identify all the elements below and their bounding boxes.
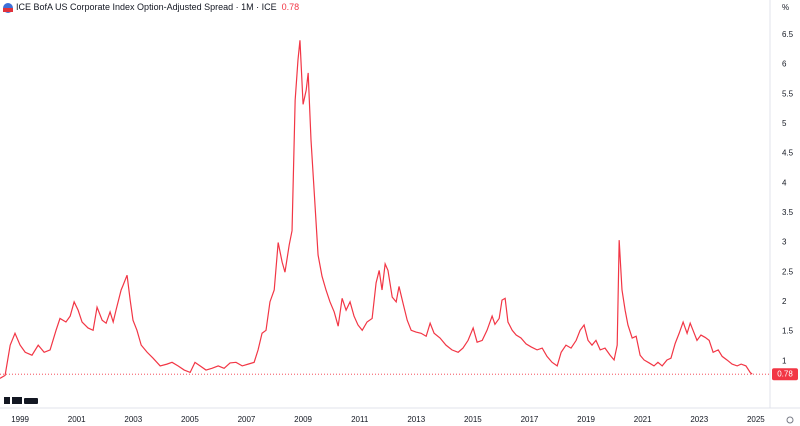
- header-value: 0.78: [282, 2, 300, 12]
- x-tick-label: 2017: [521, 415, 539, 424]
- flag-icon-stripe: [3, 8, 13, 12]
- y-tick-label: 2: [782, 297, 787, 306]
- last-value-label: 0.78: [777, 369, 793, 378]
- x-tick-label: 2007: [238, 415, 256, 424]
- last-value-box: [772, 368, 798, 381]
- y-tick-label: 6: [782, 60, 787, 69]
- y-tick-label: 6.5: [782, 30, 794, 39]
- y-tick-label: 5.5: [782, 89, 794, 98]
- y-tick-label: 4.5: [782, 149, 794, 158]
- y-tick-label: 5: [782, 119, 787, 128]
- series-line: [0, 40, 753, 379]
- y-tick-label: 3: [782, 238, 787, 247]
- y-tick-label: 1: [782, 356, 787, 365]
- settings-icon[interactable]: [786, 416, 794, 424]
- y-tick-label: 4: [782, 178, 787, 187]
- x-tick-label: 1999: [11, 415, 29, 424]
- tv-logo: [4, 397, 38, 404]
- x-tick-label: 2009: [294, 415, 312, 424]
- y-unit: %: [782, 3, 789, 12]
- y-tick-label: 3.5: [782, 208, 794, 217]
- x-tick-label: 2011: [351, 415, 369, 424]
- x-tick-label: 2015: [464, 415, 482, 424]
- x-tick-label: 2003: [124, 415, 142, 424]
- x-tick-label: 2023: [690, 415, 708, 424]
- x-tick-label: 2019: [577, 415, 595, 424]
- chart-title: ICE BofA US Corporate Index Option-Adjus…: [16, 2, 277, 12]
- x-tick-label: 2001: [68, 415, 86, 424]
- x-tick-label: 2025: [747, 415, 765, 424]
- x-tick-label: 2013: [407, 415, 425, 424]
- x-tick-label: 2021: [634, 415, 652, 424]
- x-tick-label: 2005: [181, 415, 199, 424]
- header: ICE BofA US Corporate Index Option-Adjus…: [16, 2, 299, 12]
- y-tick-label: 2.5: [782, 267, 794, 276]
- y-tick-label: 1.5: [782, 327, 794, 336]
